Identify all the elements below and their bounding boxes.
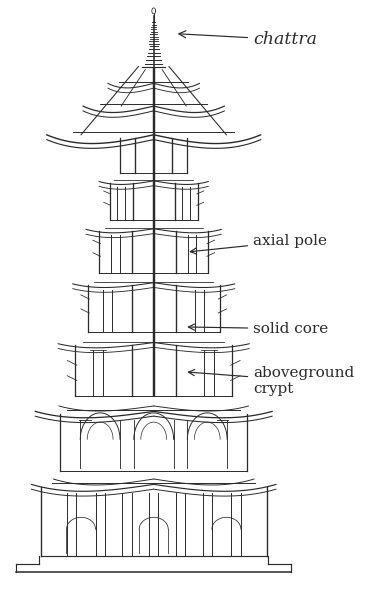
Text: chattra: chattra	[179, 31, 317, 48]
Text: aboveground
crypt: aboveground crypt	[189, 366, 354, 396]
Text: axial pole: axial pole	[190, 235, 327, 254]
Text: solid core: solid core	[189, 322, 328, 336]
